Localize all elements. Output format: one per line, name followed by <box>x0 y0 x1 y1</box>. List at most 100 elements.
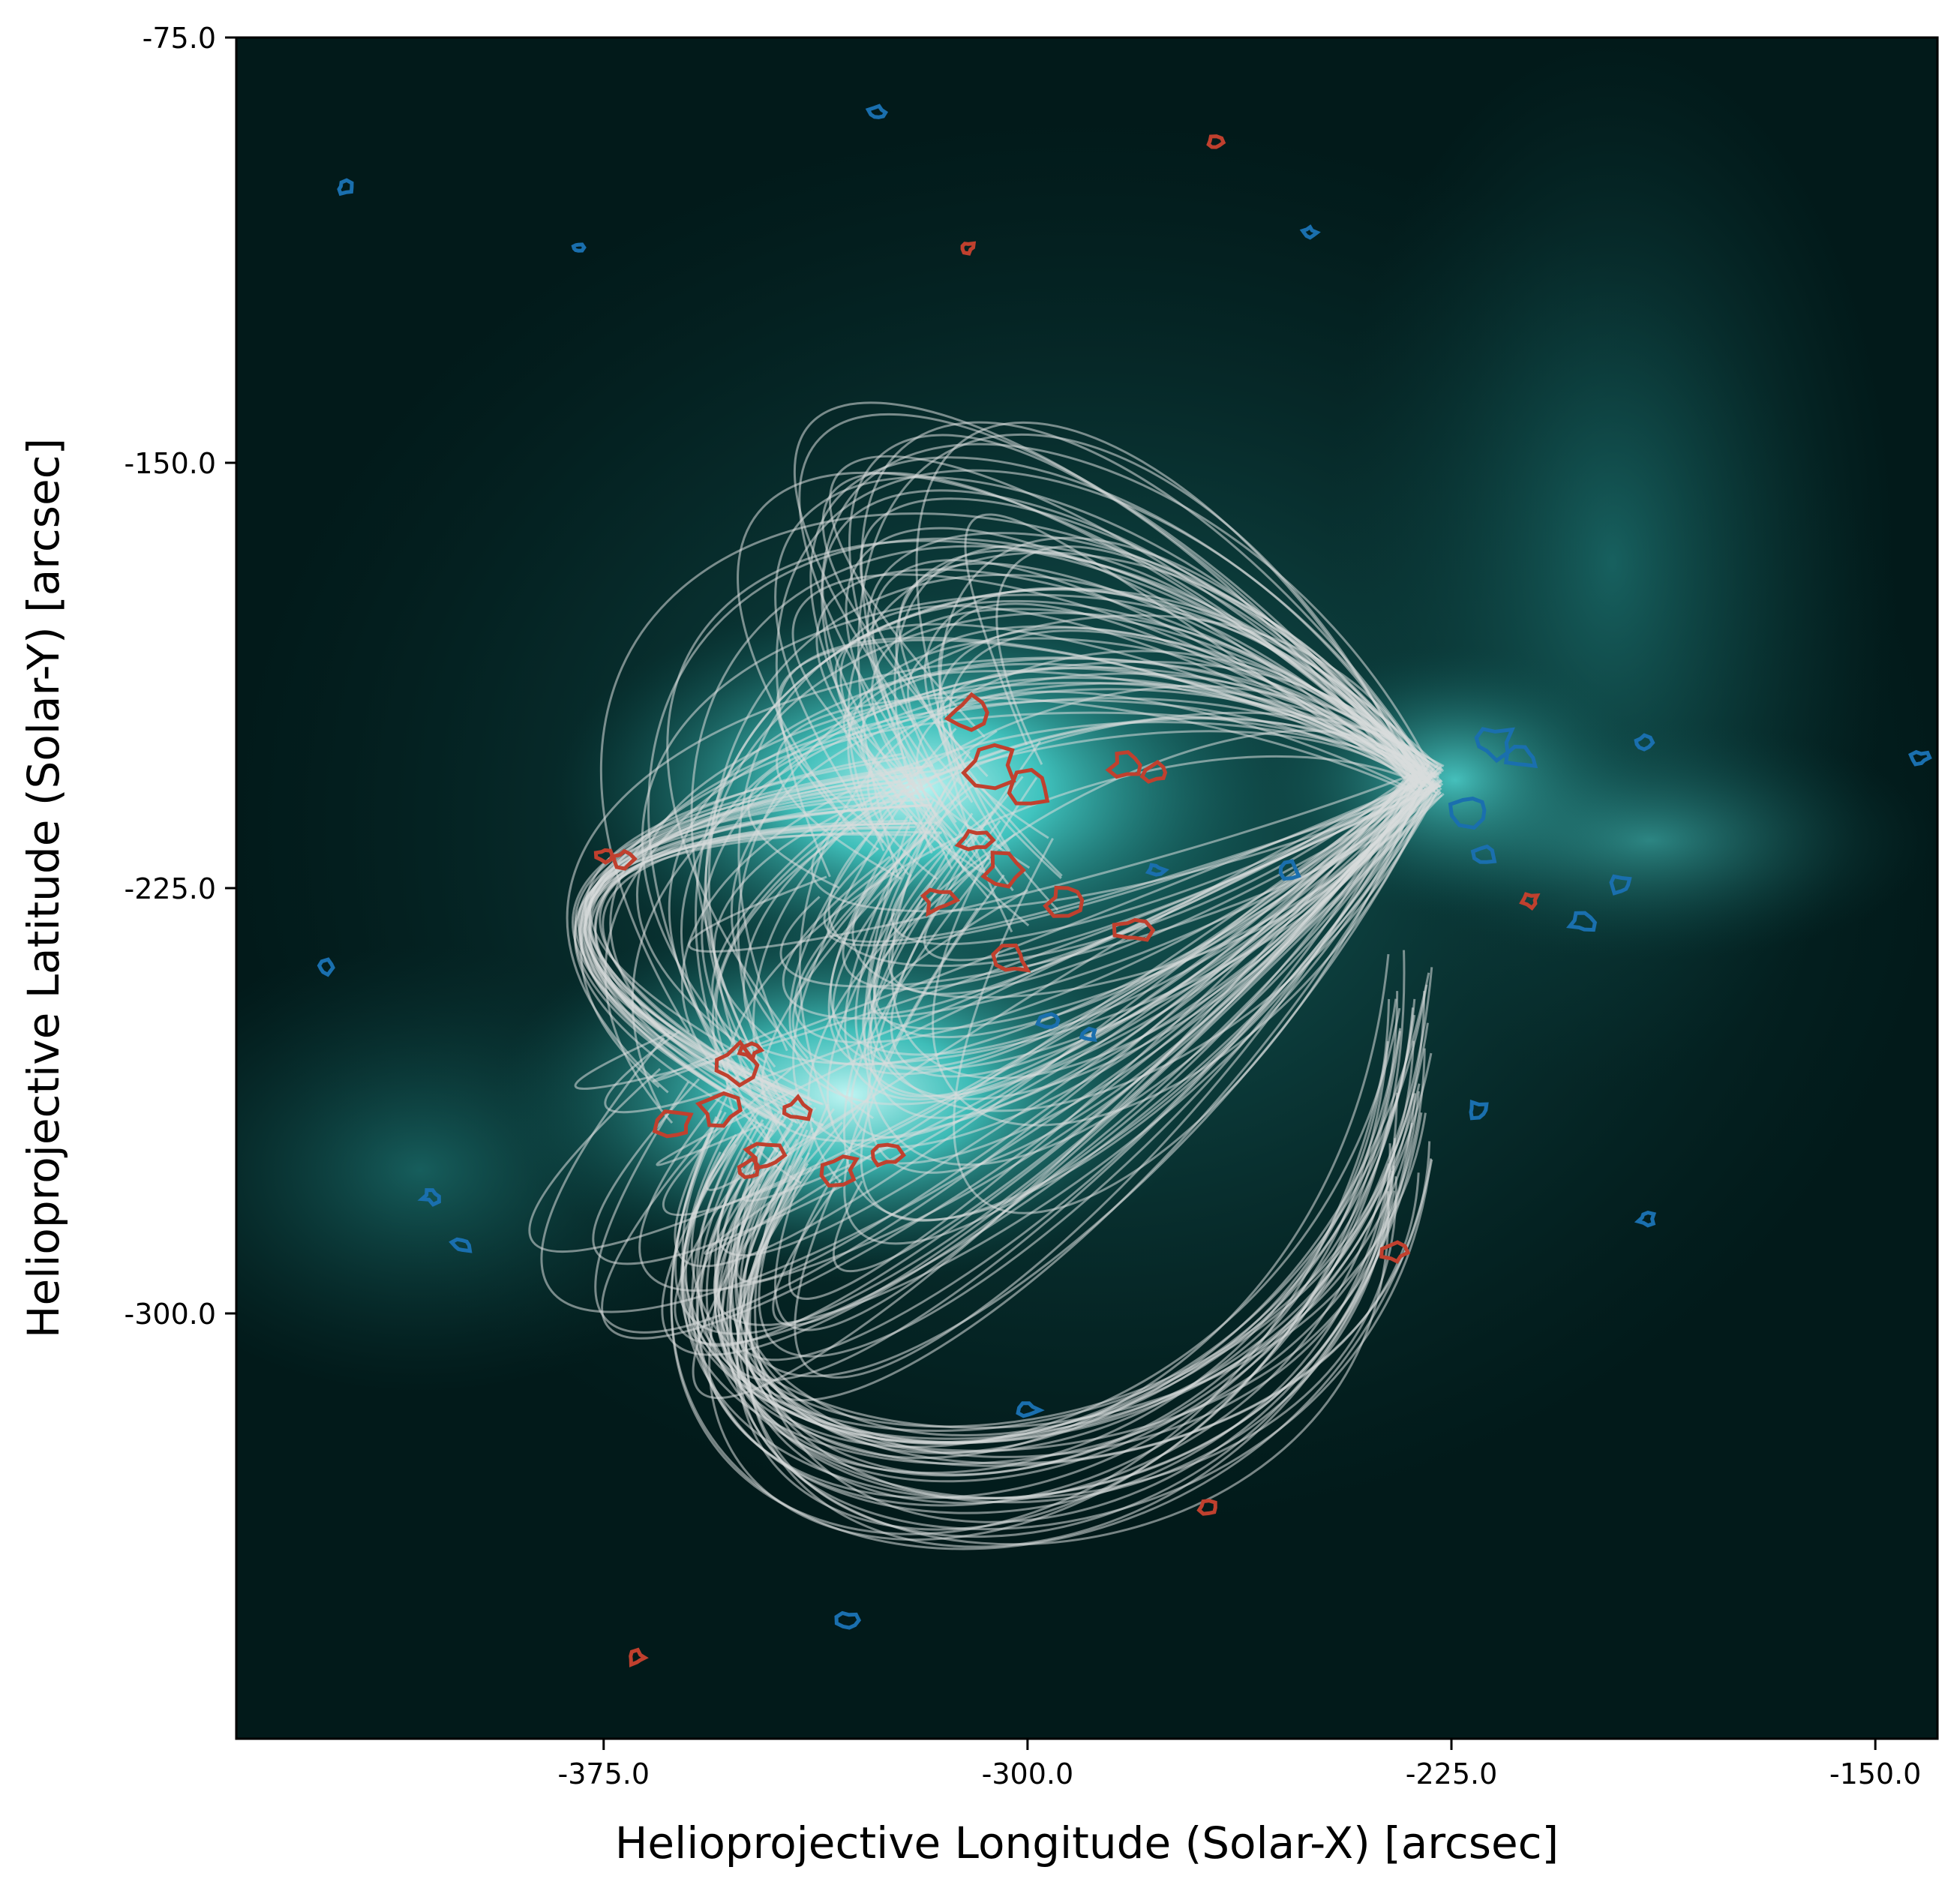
y-tick-label: -300.0 <box>125 1298 217 1331</box>
field-line <box>844 770 1430 1101</box>
positive-contour <box>870 1142 906 1168</box>
field-line <box>602 827 910 1106</box>
field-line <box>872 776 1436 1112</box>
positive-contour <box>737 1041 765 1064</box>
field-line <box>743 972 1430 1454</box>
field-line <box>705 1028 1402 1475</box>
positive-contour <box>695 1091 743 1128</box>
field-line <box>845 527 1422 824</box>
field-line <box>688 767 1427 953</box>
field-line <box>777 636 1427 851</box>
positive-contour <box>991 943 1031 973</box>
field-line <box>580 822 917 1124</box>
positive-contour <box>954 829 996 851</box>
field-line <box>681 1093 1415 1444</box>
field-line <box>742 779 1437 1202</box>
field-line <box>788 728 1425 1106</box>
negative-contour <box>1565 911 1597 932</box>
field-line <box>721 1007 1401 1448</box>
field-line <box>821 472 1436 791</box>
field-line <box>707 574 1419 1092</box>
field-line <box>749 1022 1429 1476</box>
field-line <box>600 512 1439 1033</box>
positive-contour <box>980 851 1026 889</box>
field-line <box>681 1116 1396 1500</box>
field-line <box>566 656 1437 1094</box>
field-line <box>843 764 1430 1245</box>
field-line <box>851 779 1434 999</box>
positive-contour <box>782 1094 813 1121</box>
field-line <box>682 1083 1421 1432</box>
field-line <box>652 771 1442 1082</box>
negative-contour <box>1474 727 1515 764</box>
positive-contour <box>1139 759 1168 784</box>
negative-contour <box>1469 1099 1489 1121</box>
field-line <box>734 991 1399 1437</box>
x-axis: -375.0 -300.0 -225.0 -150.0 Helioproject… <box>558 1739 1922 1868</box>
negative-contour <box>1503 744 1538 769</box>
x-tick-label: -375.0 <box>558 1757 650 1790</box>
negative-contour <box>1470 844 1497 864</box>
field-line <box>758 772 1430 1358</box>
field-line <box>573 803 928 1127</box>
y-tick-label: -75.0 <box>143 22 216 55</box>
field-lines <box>528 401 1445 1550</box>
negative-contour <box>1634 1210 1657 1228</box>
field-line <box>782 781 1441 1020</box>
field-line <box>866 774 1415 1098</box>
field-line <box>674 790 1439 1346</box>
field-line <box>604 779 1419 1114</box>
field-line <box>692 765 1415 1400</box>
positive-contour <box>1105 750 1142 779</box>
y-axis: -75.0 -150.0 -225.0 -300.0 Helioprojecti… <box>18 22 236 1338</box>
positive-contour <box>1206 134 1226 149</box>
negative-contour <box>1145 863 1169 877</box>
positive-contour <box>1379 1240 1411 1265</box>
emission-fan-west <box>1365 720 1935 960</box>
field-line <box>734 787 1436 1378</box>
field-line <box>580 697 1439 1088</box>
field-line <box>823 784 1438 943</box>
positive-contour <box>1196 1499 1217 1516</box>
positive-contour <box>1519 892 1541 911</box>
positive-contour <box>743 1142 788 1170</box>
positive-contour <box>714 1039 760 1088</box>
negative-contour <box>865 104 888 119</box>
positive-contour <box>1043 885 1085 918</box>
field-line <box>827 730 1420 968</box>
field-line <box>866 740 1423 1174</box>
positive-contour <box>944 692 989 732</box>
field-line <box>867 777 1439 1100</box>
field-line <box>798 413 1437 824</box>
y-tick-label: -225.0 <box>125 872 217 905</box>
field-line <box>731 1110 1395 1504</box>
positive-contour <box>652 1109 694 1139</box>
negative-contour <box>1016 1401 1045 1418</box>
negative-contour <box>1634 733 1655 752</box>
field-line <box>774 794 1443 1331</box>
negative-contour <box>1034 1012 1061 1029</box>
x-tick-label: -150.0 <box>1829 1757 1922 1790</box>
negative-contour <box>1079 1026 1097 1043</box>
image-panel <box>236 38 1937 1739</box>
y-tick-label: -150.0 <box>125 447 217 480</box>
field-line <box>827 789 1417 1165</box>
field-line <box>821 443 1430 824</box>
negative-contour <box>1448 797 1487 830</box>
positive-contour <box>819 1154 860 1188</box>
field-line <box>691 1092 1398 1514</box>
positive-contour <box>1112 917 1156 942</box>
field-line <box>872 559 1436 860</box>
negative-contour <box>417 1187 441 1207</box>
field-line <box>743 717 1426 1068</box>
negative-contour <box>1299 224 1321 240</box>
y-axis-title: Helioprojective Latitude (Solar-Y) [arcs… <box>18 438 69 1338</box>
positive-contour <box>593 848 614 865</box>
positive-contour <box>920 887 961 917</box>
negative-contour <box>1907 749 1932 767</box>
field-line <box>540 792 1428 1313</box>
negative-contour <box>337 178 354 197</box>
field-line <box>857 434 1416 877</box>
negative-contour <box>834 1610 862 1630</box>
